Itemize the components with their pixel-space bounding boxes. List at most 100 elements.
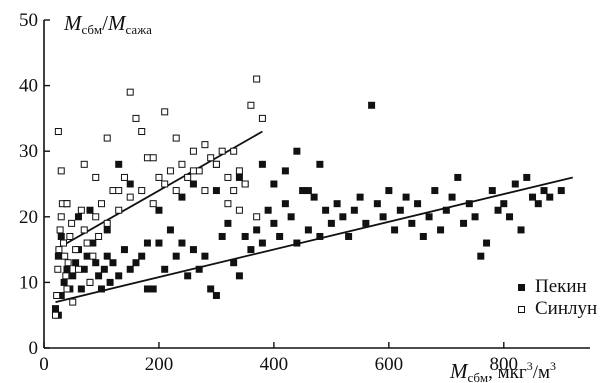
data-point-open	[230, 187, 238, 195]
data-point-filled	[460, 219, 468, 227]
data-point-filled	[115, 160, 123, 168]
data-point-open	[166, 167, 174, 175]
data-point-filled	[172, 252, 180, 260]
data-point-filled	[471, 213, 479, 221]
data-point-filled	[126, 265, 134, 273]
data-point-open	[201, 141, 209, 149]
data-point-open	[54, 128, 62, 136]
data-point-filled	[63, 265, 71, 273]
fit-line	[55, 176, 573, 303]
legend-label-xinglong: Синлун	[535, 298, 597, 319]
data-point-filled	[207, 285, 215, 293]
data-point-open	[161, 108, 169, 116]
data-point-filled	[454, 173, 462, 181]
data-point-open	[62, 272, 70, 280]
data-point-filled	[115, 272, 123, 280]
data-point-open	[138, 128, 146, 136]
data-point-filled	[100, 265, 108, 273]
data-point-open	[54, 265, 62, 273]
data-point-filled	[166, 226, 174, 234]
data-point-filled	[316, 232, 324, 240]
data-point-open	[57, 213, 65, 221]
data-point-open	[155, 173, 163, 181]
data-point-filled	[276, 232, 284, 240]
data-point-filled	[69, 272, 77, 280]
data-point-open	[61, 252, 69, 260]
data-point-filled	[304, 226, 312, 234]
data-point-open	[230, 147, 238, 155]
data-point-filled	[106, 278, 114, 286]
data-point-open	[64, 259, 72, 267]
data-point-open	[69, 298, 77, 306]
data-point-open	[161, 180, 169, 188]
data-point-open	[115, 206, 123, 214]
data-point-open	[92, 213, 100, 221]
data-point-filled	[448, 193, 456, 201]
data-point-filled	[72, 259, 80, 267]
data-point-open	[184, 173, 192, 181]
data-point-open	[126, 193, 134, 201]
data-point-open	[258, 114, 266, 122]
data-point-filled	[483, 239, 491, 247]
data-point-filled	[281, 200, 289, 208]
data-point-filled	[184, 272, 192, 280]
data-point-open	[189, 167, 197, 175]
data-point-filled	[235, 272, 243, 280]
data-point-open	[80, 226, 88, 234]
data-point-open	[89, 252, 97, 260]
y-tick-label: 40	[19, 76, 38, 97]
data-point-filled	[189, 180, 197, 188]
data-point-filled	[212, 187, 220, 195]
data-point-filled	[310, 193, 318, 201]
data-point-filled	[149, 285, 157, 293]
data-point-filled	[132, 259, 140, 267]
data-point-filled	[161, 265, 169, 273]
data-point-open	[103, 134, 111, 142]
data-point-open	[235, 206, 243, 214]
data-point-filled	[379, 213, 387, 221]
data-point-filled	[155, 239, 163, 247]
data-point-filled	[230, 259, 238, 267]
data-point-filled	[54, 252, 62, 260]
data-point-filled	[494, 206, 502, 214]
data-point-filled	[477, 252, 485, 260]
data-point-filled	[224, 219, 232, 227]
data-point-filled	[89, 239, 97, 247]
data-point-open	[224, 200, 232, 208]
data-point-open	[149, 200, 157, 208]
data-point-open	[207, 154, 215, 162]
data-point-filled	[557, 187, 565, 195]
data-point-open	[72, 246, 80, 254]
data-point-open	[120, 173, 128, 181]
data-point-filled	[57, 292, 65, 300]
data-point-filled	[264, 206, 272, 214]
data-point-filled	[281, 167, 289, 175]
data-point-filled	[293, 239, 301, 247]
y-tick-label: 20	[19, 207, 38, 228]
data-points	[51, 75, 565, 319]
data-point-open	[86, 278, 94, 286]
data-point-open	[201, 187, 209, 195]
data-point-filled	[391, 226, 399, 234]
data-point-filled	[333, 200, 341, 208]
data-point-open	[53, 292, 61, 300]
data-point-filled	[253, 226, 261, 234]
data-point-filled	[425, 213, 433, 221]
data-point-filled	[437, 226, 445, 234]
data-point-open	[224, 173, 232, 181]
data-point-filled	[442, 206, 450, 214]
y-tick-label: 0	[29, 338, 39, 359]
data-point-filled	[385, 187, 393, 195]
data-point-open	[63, 200, 71, 208]
data-point-filled	[523, 173, 531, 181]
data-point-filled	[546, 193, 554, 201]
data-point-open	[95, 232, 103, 240]
data-point-open	[103, 219, 111, 227]
data-point-filled	[408, 219, 416, 227]
data-point-filled	[97, 285, 105, 293]
data-point-open	[66, 232, 74, 240]
data-point-open	[172, 187, 180, 195]
data-point-filled	[201, 252, 209, 260]
data-point-filled	[534, 200, 542, 208]
